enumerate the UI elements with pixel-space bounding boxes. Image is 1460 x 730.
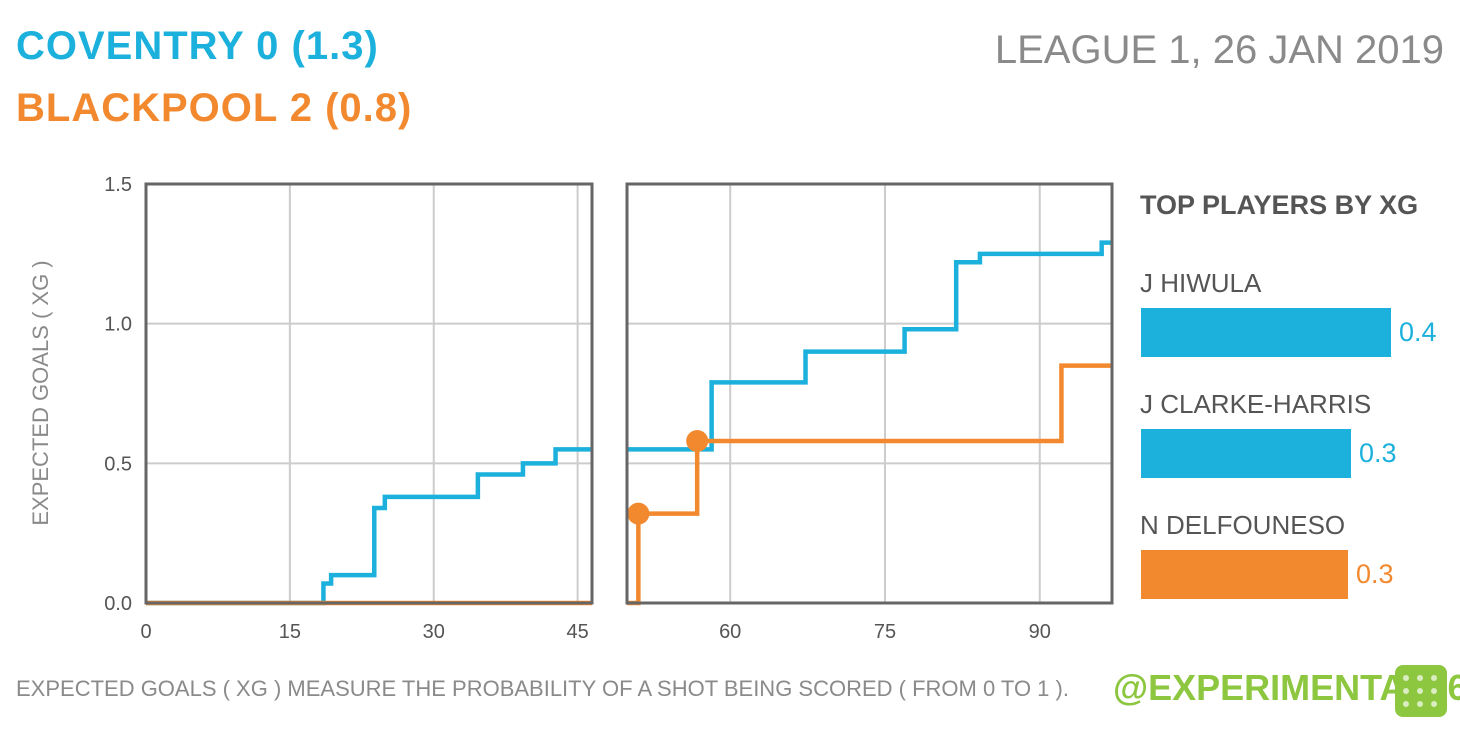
- logo-dot: [1403, 688, 1409, 694]
- match-info: LEAGUE 1, 26 JAN 2019: [994, 28, 1444, 72]
- home-team-goals: 0: [256, 24, 280, 68]
- y-tick-label: 0.5: [104, 453, 132, 475]
- player-xg-value: 0.3: [1356, 559, 1394, 589]
- player-xg-bar: [1141, 550, 1348, 599]
- player-name: J HIWULA: [1140, 268, 1262, 298]
- logo-dot: [1417, 701, 1423, 707]
- x-tick-label: 45: [566, 621, 588, 643]
- home-team-xg: (1.3): [291, 24, 379, 68]
- logo-dot: [1417, 688, 1423, 694]
- y-axis-ticks: 0.0 0.5 1.0 1.5: [104, 174, 132, 615]
- logo-dot: [1431, 688, 1437, 694]
- pitch-icon: [1395, 665, 1447, 717]
- player-xg-bar: [1141, 308, 1391, 357]
- home-team-score: COVENTRY 0 (1.3): [16, 24, 379, 69]
- y-axis-label: EXPECTED GOALS ( XG ): [28, 260, 53, 525]
- x-tick-label: 60: [719, 621, 741, 643]
- player-xg-bar: [1141, 429, 1351, 478]
- x-tick-label: 15: [279, 621, 301, 643]
- logo-dot: [1431, 675, 1437, 681]
- x-tick-label: 90: [1029, 621, 1051, 643]
- home-team-name: COVENTRY: [16, 24, 245, 68]
- logo-dot: [1403, 701, 1409, 707]
- away-goal-marker: [686, 429, 709, 452]
- panel-frame: [625, 182, 1114, 605]
- home-xg-line: [627, 240, 1112, 452]
- home-xg-line: [146, 447, 592, 606]
- away-goal-marker: [627, 502, 650, 525]
- away-xg-line: [627, 363, 1112, 606]
- away-team-score: BLACKPOOL 2 (0.8): [16, 86, 412, 131]
- away-team-xg: (0.8): [325, 86, 413, 130]
- player-xg-value: 0.4: [1399, 317, 1437, 347]
- player-name: J CLARKE-HARRIS: [1140, 389, 1372, 419]
- logo-dot: [1431, 701, 1437, 707]
- x-tick-label: 30: [423, 621, 445, 643]
- player-xg-value: 0.3: [1359, 438, 1397, 468]
- y-tick-label: 1.5: [104, 174, 132, 196]
- xg-footnote: EXPECTED GOALS ( XG ) MEASURE THE PROBAB…: [16, 676, 1069, 701]
- x-tick-label: 0: [140, 621, 151, 643]
- away-team-goals: 2: [289, 86, 313, 130]
- logo-dot: [1403, 675, 1409, 681]
- second-half-panel: 60 75 90: [625, 182, 1114, 643]
- y-tick-label: 0.0: [104, 593, 132, 615]
- first-half-panel: 0 15 30 45: [140, 182, 594, 643]
- logo-dot: [1417, 675, 1423, 681]
- panel-frame: [144, 182, 594, 605]
- y-tick-label: 1.0: [104, 314, 132, 336]
- player-name: N DELFOUNESO: [1140, 510, 1346, 540]
- away-team-name: BLACKPOOL: [16, 86, 278, 130]
- top-players-title: TOP PLAYERS BY XG: [1140, 190, 1419, 220]
- x-tick-label: 75: [874, 621, 896, 643]
